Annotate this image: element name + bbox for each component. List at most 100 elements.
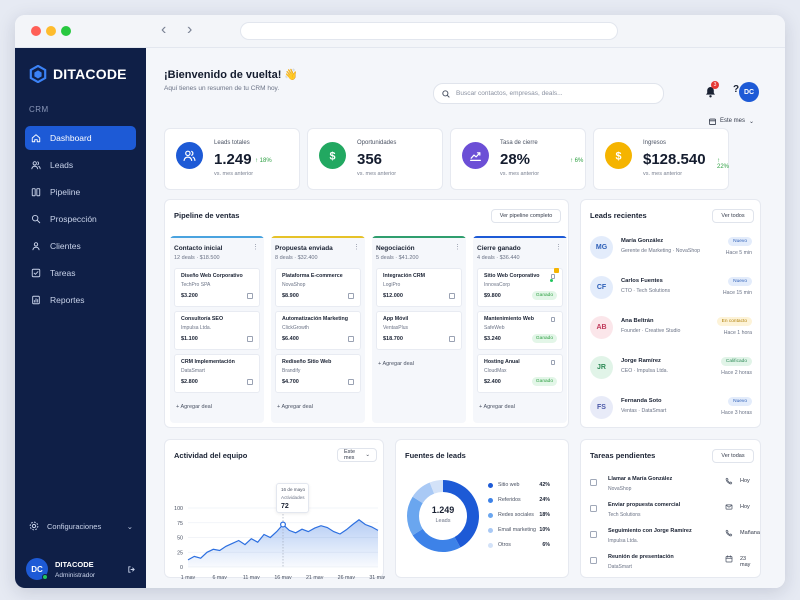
add-deal-button[interactable]: + Agregar deal	[176, 404, 212, 410]
column-menu-icon[interactable]: ⋮	[252, 244, 259, 251]
back-arrow-icon[interactable]: ‹	[161, 21, 167, 38]
task-checkbox[interactable]	[590, 557, 597, 564]
add-deal-button[interactable]: + Agregar deal	[479, 404, 515, 410]
document-icon[interactable]	[449, 293, 455, 299]
column-menu-icon[interactable]: ⋮	[555, 244, 562, 251]
search-input[interactable]: Buscar contactos, empresas, deals...	[433, 83, 664, 104]
document-icon[interactable]	[247, 293, 253, 299]
sidebar-item-pipeline[interactable]: Pipeline	[25, 180, 136, 204]
task-checkbox[interactable]	[590, 479, 597, 486]
legend-value: 42%	[539, 482, 550, 488]
deal-card[interactable]: Automatización Marketing ClickGrowth $6.40…	[275, 311, 361, 350]
deal-card[interactable]: Rediseño Sitio Web Brandify $4.700	[275, 354, 361, 393]
task-checkbox[interactable]	[590, 531, 597, 538]
bell-icon[interactable]	[705, 86, 716, 98]
won-badge: Ganado	[531, 291, 557, 300]
deal-company: SafeWeb	[484, 325, 505, 331]
pipeline-column: Cierre ganado 4 deals · $36.440 ⋮ Sitio Web…	[473, 236, 567, 423]
deal-card[interactable]: Consultoría SEO Impulsa Ltda. $1.100	[174, 311, 260, 350]
trash-icon[interactable]	[551, 317, 555, 322]
kpi-delta: ↑ 6%	[570, 158, 583, 164]
chevron-down-icon: ⌄	[126, 521, 133, 531]
user-profile[interactable]: DC DITACODE Administrador	[26, 558, 136, 580]
column-color-bar	[473, 236, 567, 238]
activity-period-selector[interactable]: Este mes ⌄	[337, 448, 377, 462]
deal-card[interactable]: Diseño Web Corporativo TechPro SPA $3.200	[174, 268, 260, 307]
deal-card[interactable]: Integración CRM LogiPro $12.000	[376, 268, 462, 307]
brand-logo[interactable]: DITACODE	[29, 65, 127, 83]
deal-card[interactable]: Mantenimiento Web SafeWeb $3.240 Ganado	[477, 311, 563, 350]
lead-item[interactable]: FS Fernanda Soto Ventas · DataSmart Nuevo Ha…	[590, 396, 752, 430]
dollar-icon: $	[329, 150, 335, 162]
pipeline-column: Propuesta enviada 8 deals · $32.400 ⋮ Plata…	[271, 236, 365, 423]
sidebar-item-label: Pipeline	[50, 187, 81, 197]
deal-card[interactable]: Sitio Web Corporativo InnovaCorp $9.800 Gan…	[477, 268, 563, 307]
view-all-tasks-button[interactable]: Ver todas	[712, 449, 754, 463]
header-avatar[interactable]: DC	[739, 82, 759, 102]
column-color-bar	[170, 236, 264, 238]
column-menu-icon[interactable]: ⋮	[353, 244, 360, 251]
deal-card[interactable]: Hosting Anual CloudMax $2.400 Ganado	[477, 354, 563, 393]
period-selector[interactable]: Este mes ⌄	[709, 115, 754, 127]
sidebar-item-reportes[interactable]: Reportes	[25, 288, 136, 312]
user-group-icon	[32, 242, 40, 251]
dollar-icon: $	[615, 150, 621, 162]
deal-amount: $3.200	[181, 293, 198, 299]
deal-amount: $9.800	[484, 293, 501, 299]
lead-status-badge: Calificado	[720, 357, 752, 366]
column-menu-icon[interactable]: ⋮	[454, 244, 461, 251]
deal-card[interactable]: App Móvil VentasPlus $18.700	[376, 311, 462, 350]
won-badge: Ganado	[531, 377, 557, 386]
address-bar[interactable]	[240, 22, 618, 40]
kpi-subtext: vs. mes anterior	[643, 171, 683, 177]
add-deal-button[interactable]: + Agregar deal	[378, 361, 414, 367]
document-icon[interactable]	[348, 293, 354, 299]
y-tick-label: 100	[174, 506, 183, 512]
document-icon[interactable]	[348, 379, 354, 385]
add-deal-button[interactable]: + Agregar deal	[277, 404, 313, 410]
app-window: ‹ › DITACODE CRM Dashboard Leads Pipeline P…	[15, 15, 785, 588]
kpi-value: $128.540	[643, 151, 706, 168]
kpi-label: Tasa de cierre	[500, 140, 538, 146]
settings-menu[interactable]: Configuraciones ⌄	[29, 521, 133, 531]
lead-item[interactable]: CF Carlos Fuentes CTO · Tech Solutions Nuev…	[590, 276, 752, 310]
lead-sources-card: Fuentes de leads 1.249 Leads Sitio web 42…	[395, 439, 569, 578]
view-pipeline-button[interactable]: Ver pipeline completo	[491, 209, 561, 223]
forward-arrow-icon[interactable]: ›	[187, 21, 193, 38]
trash-icon[interactable]	[551, 360, 555, 365]
deal-card[interactable]: Plataforma E-commerce NovaShop $8.900	[275, 268, 361, 307]
close-window-button[interactable]	[31, 26, 41, 36]
donut-total-label: Leads	[435, 518, 451, 524]
task-checkbox[interactable]	[590, 505, 597, 512]
sidebar-item-leads[interactable]: Leads	[25, 153, 136, 177]
lead-name: Carlos Fuentes	[621, 278, 663, 284]
x-tick-label: 26 may	[338, 575, 356, 579]
trash-icon[interactable]	[551, 274, 555, 279]
logout-icon[interactable]	[127, 565, 136, 574]
sidebar-item-prospeccion[interactable]: Prospección	[25, 207, 136, 231]
arrow-up-icon: ↑	[717, 158, 720, 164]
view-all-leads-button[interactable]: Ver todos	[712, 209, 754, 223]
title-bar: ‹ ›	[15, 15, 785, 48]
column-title: Contacto inicial	[174, 245, 223, 252]
document-icon[interactable]	[247, 336, 253, 342]
lead-item[interactable]: MG María González Gerente de Marketing · N…	[590, 236, 752, 270]
chevron-down-icon: ⌄	[749, 118, 755, 125]
minimize-window-button[interactable]	[46, 26, 56, 36]
users-icon	[31, 161, 41, 170]
sidebar-item-tareas[interactable]: Tareas	[25, 261, 136, 285]
legend-value: 24%	[539, 497, 550, 503]
lead-item[interactable]: AB Ana Beltrán Founder · Creative Studio En…	[590, 316, 752, 350]
help-icon[interactable]: ?	[733, 84, 740, 95]
document-icon[interactable]	[348, 336, 354, 342]
maximize-window-button[interactable]	[61, 26, 71, 36]
y-tick-label: 25	[177, 550, 183, 556]
document-icon[interactable]	[449, 336, 455, 342]
lead-name: Jorge Ramírez	[621, 358, 661, 364]
sidebar-item-dashboard[interactable]: Dashboard	[25, 126, 136, 150]
sidebar-item-clientes[interactable]: Clientes	[25, 234, 136, 258]
document-icon[interactable]	[247, 379, 253, 385]
lead-item[interactable]: JR Jorge Ramírez CEO · Impulsa Ltda. Califi…	[590, 356, 752, 390]
deal-card[interactable]: CRM Implementación DataSmart $2.800	[174, 354, 260, 393]
kpi-value: 28%	[500, 151, 531, 168]
